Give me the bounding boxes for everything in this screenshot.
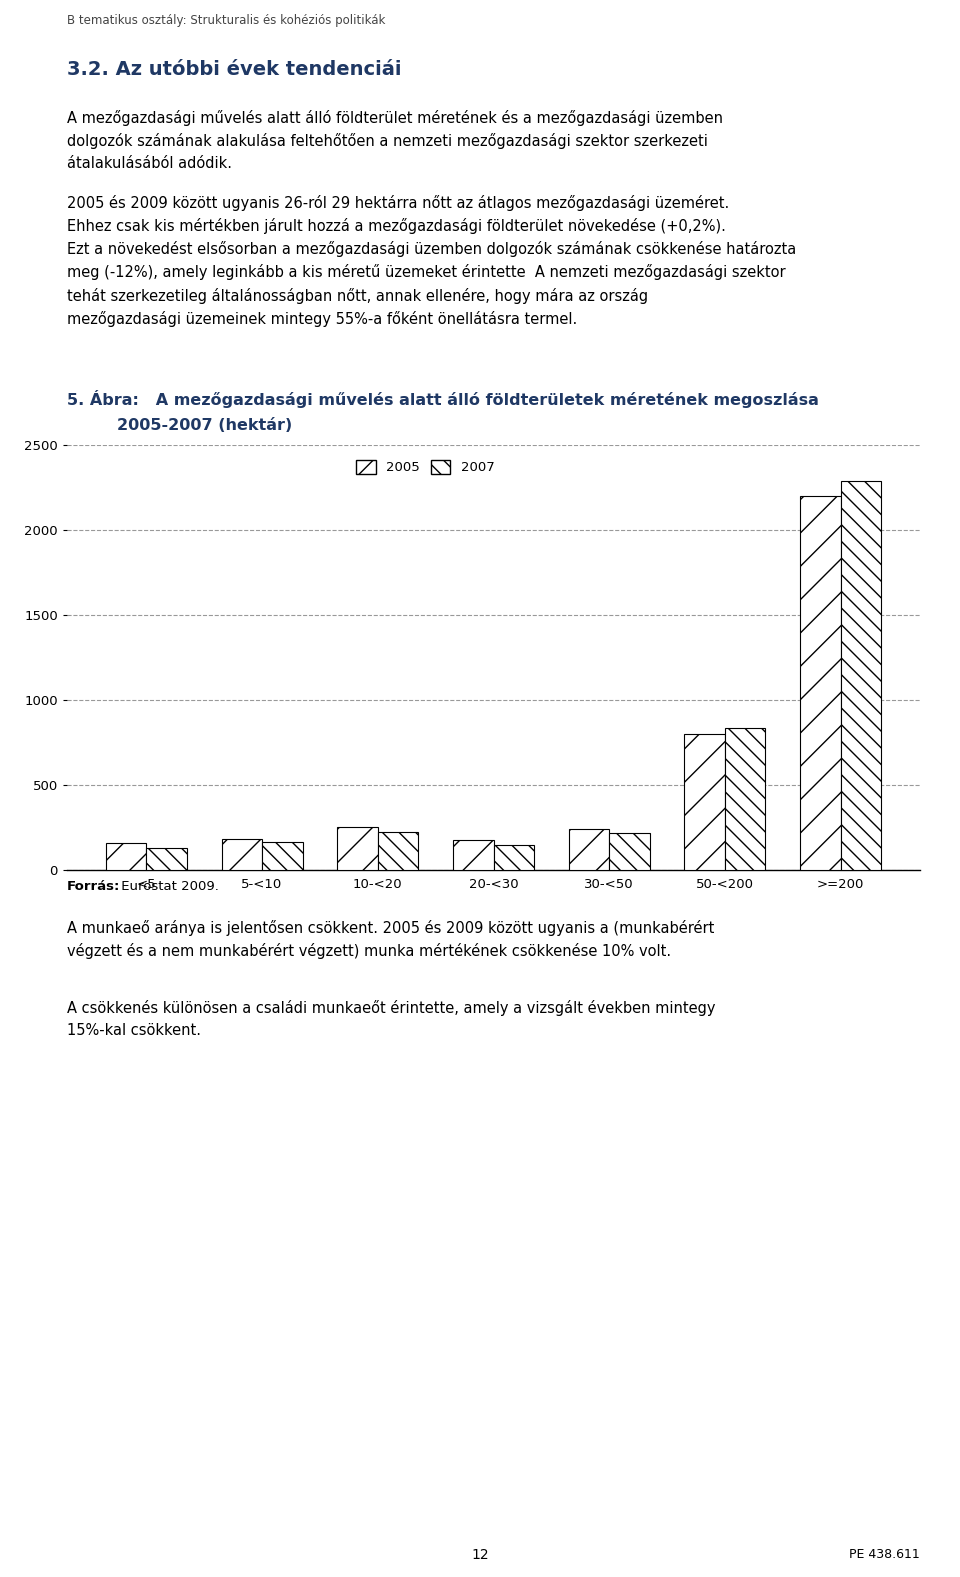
Text: PE 438.611: PE 438.611	[850, 1549, 920, 1561]
Text: Eurostat 2009.: Eurostat 2009.	[117, 880, 219, 893]
Bar	[262, 842, 302, 871]
Bar	[801, 497, 841, 871]
Bar	[222, 839, 262, 871]
Text: 3.2. Az utóbbi évek tendenciái: 3.2. Az utóbbi évek tendenciái	[67, 60, 401, 79]
Bar	[610, 834, 650, 871]
Bar	[106, 842, 146, 871]
Text: A csökkenés különösen a családi munkaeőt érintette, amely a vizsgált években min: A csökkenés különösen a családi munkaeőt…	[67, 1000, 715, 1038]
Bar	[378, 831, 419, 871]
Text: 2005 és 2009 között ugyanis 26-ról 29 hektárra nőtt az átlagos mezőgazdasági üze: 2005 és 2009 között ugyanis 26-ról 29 he…	[67, 196, 796, 326]
Text: Forrás:: Forrás:	[67, 880, 120, 893]
Text: A mezőgazdasági művelés alatt álló földterület méretének és a mezőgazdasági üzem: A mezőgazdasági művelés alatt álló földt…	[67, 110, 723, 170]
Text: 5. Ábra:   A mezőgazdasági művelés alatt álló földterületek méretének megoszlása: 5. Ábra: A mezőgazdasági művelés alatt á…	[67, 390, 819, 408]
Text: B tematikus osztály: Strukturalis és kohéziós politikák: B tematikus osztály: Strukturalis és koh…	[67, 14, 385, 27]
Bar	[493, 845, 534, 871]
Bar	[453, 841, 493, 871]
Bar	[337, 826, 378, 871]
Legend: 2005, 2007: 2005, 2007	[356, 460, 494, 475]
Bar	[146, 848, 187, 871]
Text: 12: 12	[471, 1549, 489, 1561]
Bar	[684, 733, 725, 871]
Bar	[568, 830, 610, 871]
Text: 2005-2007 (hektár): 2005-2007 (hektár)	[117, 418, 292, 434]
Bar	[725, 729, 765, 871]
Bar	[841, 481, 881, 871]
Text: A munkaeő aránya is jelentősen csökkent. 2005 és 2009 között ugyanis a (munkabér: A munkaeő aránya is jelentősen csökkent.…	[67, 919, 714, 959]
